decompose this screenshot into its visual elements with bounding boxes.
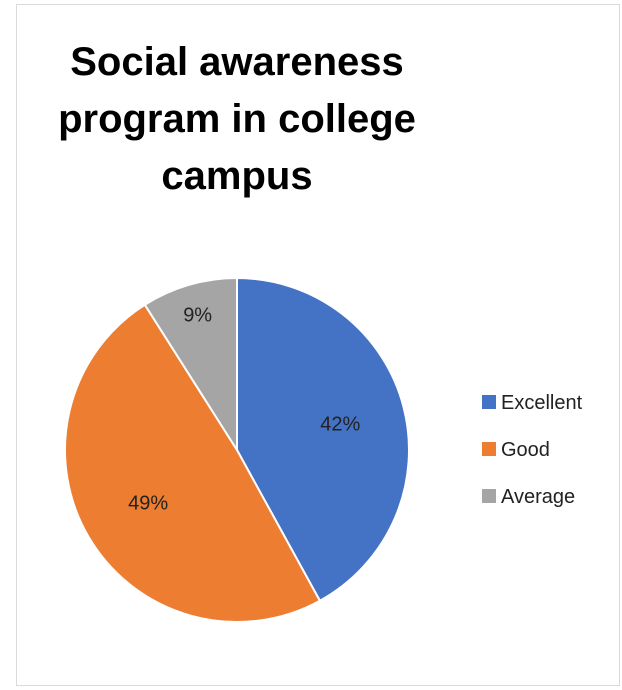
pie-slice-good: [64, 303, 322, 623]
pie-slice-labels: 42% 49% 9%: [128, 305, 360, 515]
data-label-excellent: 42%: [320, 413, 360, 435]
legend: Excellent Good Average: [482, 392, 583, 508]
legend-swatch-average: [482, 489, 496, 503]
legend-label-average: Average: [501, 486, 575, 508]
legend-label-good: Good: [501, 439, 550, 461]
pie-slice-excellent: [236, 276, 411, 603]
data-label-average: 9%: [183, 305, 212, 327]
chart-title: Social awareness program in college camp…: [58, 40, 416, 198]
legend-label-excellent: Excellent: [501, 392, 583, 414]
data-label-good: 49%: [128, 493, 168, 515]
pie-slice-average: [143, 276, 238, 454]
pie-slices: [64, 276, 411, 623]
legend-swatch-excellent: [482, 395, 496, 409]
legend-swatch-good: [482, 442, 496, 456]
